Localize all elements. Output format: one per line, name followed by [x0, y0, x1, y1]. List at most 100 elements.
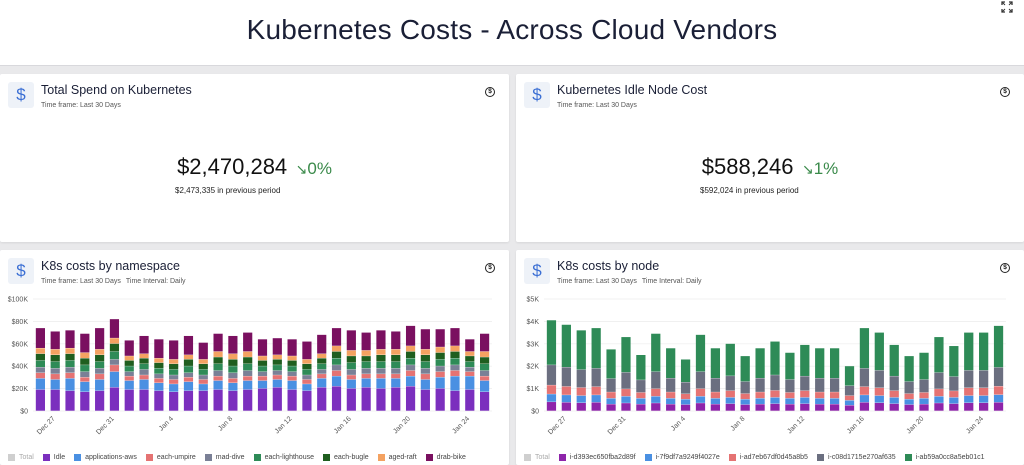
bar-segment-idle[interactable] — [183, 390, 194, 411]
bar-segment-applications-aws[interactable] — [154, 383, 164, 391]
bar-segment-each-lighthouse[interactable] — [465, 361, 475, 368]
bar-segment-aged-raft[interactable] — [50, 349, 60, 355]
bar-segment-i-d393ec650fba2d89f[interactable] — [740, 404, 750, 411]
bar-segment-mad-dive[interactable] — [391, 368, 401, 374]
bar-segment-applications-aws[interactable] — [228, 383, 238, 391]
legend-item-total[interactable]: Total — [8, 454, 34, 461]
bar-segment-mad-dive[interactable] — [169, 375, 179, 380]
bar-segment-drab-bike[interactable] — [95, 328, 105, 350]
bar-segment-i-ad7eb67df0d45a8b5[interactable] — [859, 386, 870, 395]
bar-segment-each-lighthouse[interactable] — [420, 361, 430, 369]
bar-segment-each-umpire[interactable] — [420, 374, 430, 380]
bar-segment-i-c08d1715e270af635[interactable] — [889, 376, 899, 391]
bar-segment-drab-bike[interactable] — [331, 328, 342, 346]
bar-segment-aged-raft[interactable] — [405, 346, 416, 352]
bar-segment-drab-bike[interactable] — [420, 329, 430, 350]
bar-segment-each-bugle[interactable] — [450, 351, 460, 359]
bar-segment-each-umpire[interactable] — [450, 370, 460, 376]
bar-segment-i-c08d1715e270af635[interactable] — [725, 376, 735, 391]
bar-segment-aged-raft[interactable] — [169, 359, 179, 364]
bar-segment-mad-dive[interactable] — [80, 371, 90, 378]
bar-segment-mad-dive[interactable] — [450, 365, 460, 371]
bar-segment-i-ab59a0cc8a5eb01c1[interactable] — [710, 348, 721, 378]
bar-segment-i-c08d1715e270af635[interactable] — [949, 376, 959, 391]
bar-segment-idle[interactable] — [302, 390, 312, 411]
bar-segment-i-c08d1715e270af635[interactable] — [785, 379, 795, 393]
bar-segment-each-umpire[interactable] — [257, 376, 268, 381]
bar-segment-each-umpire[interactable] — [480, 376, 490, 381]
bar-segment-i-c08d1715e270af635[interactable] — [621, 372, 631, 389]
bar-segment-each-bugle[interactable] — [198, 363, 208, 370]
bar-segment-each-bugle[interactable] — [124, 360, 134, 366]
bar-segment-idle[interactable] — [65, 390, 75, 411]
bar-segment-i-c08d1715e270af635[interactable] — [651, 371, 661, 389]
bar-segment-each-bugle[interactable] — [80, 358, 90, 365]
bar-segment-each-lighthouse[interactable] — [435, 359, 445, 366]
bar-segment-i-7f9df7a9249f4027e[interactable] — [576, 395, 586, 403]
legend-item-total[interactable]: Total — [524, 454, 550, 461]
bar-segment-applications-aws[interactable] — [50, 379, 60, 390]
bar-segment-applications-aws[interactable] — [109, 371, 120, 388]
bar-segment-i-7f9df7a9249f4027e[interactable] — [621, 396, 631, 403]
bar-segment-each-lighthouse[interactable] — [198, 369, 208, 375]
bar-segment-each-umpire[interactable] — [154, 378, 164, 383]
bar-segment-i-c08d1715e270af635[interactable] — [859, 368, 870, 387]
bar-segment-aged-raft[interactable] — [480, 351, 490, 357]
bar-segment-i-d393ec650fba2d89f[interactable] — [770, 403, 780, 411]
bar-segment-mad-dive[interactable] — [35, 367, 45, 373]
bar-segment-i-c08d1715e270af635[interactable] — [755, 378, 765, 392]
bar-segment-i-ad7eb67df0d45a8b5[interactable] — [993, 386, 1004, 395]
bar-segment-idle[interactable] — [109, 387, 120, 411]
bar-segment-aged-raft[interactable] — [257, 356, 268, 361]
bar-segment-i-ad7eb67df0d45a8b5[interactable] — [621, 389, 631, 397]
bar-segment-mad-dive[interactable] — [465, 367, 475, 372]
bar-segment-each-umpire[interactable] — [169, 379, 179, 384]
bar-segment-mad-dive[interactable] — [317, 369, 327, 374]
bar-segment-aged-raft[interactable] — [317, 353, 327, 359]
bar-segment-applications-aws[interactable] — [198, 384, 208, 391]
bar-segment-i-ad7eb67df0d45a8b5[interactable] — [874, 387, 884, 396]
bar-segment-i-d393ec650fba2d89f[interactable] — [934, 403, 944, 411]
bar-segment-applications-aws[interactable] — [391, 378, 401, 388]
bar-segment-aged-raft[interactable] — [228, 353, 238, 360]
bar-segment-each-bugle[interactable] — [243, 357, 253, 364]
bar-segment-i-7f9df7a9249f4027e[interactable] — [695, 396, 706, 403]
bar-segment-each-umpire[interactable] — [183, 377, 194, 382]
bar-segment-i-c08d1715e270af635[interactable] — [934, 372, 944, 389]
bar-segment-applications-aws[interactable] — [287, 380, 297, 390]
expand-icon[interactable] — [1000, 0, 1014, 14]
bar-segment-i-c08d1715e270af635[interactable] — [829, 378, 840, 392]
bar-segment-i-ad7eb67df0d45a8b5[interactable] — [934, 389, 944, 397]
bar-segment-applications-aws[interactable] — [465, 376, 475, 390]
bar-segment-i-ad7eb67df0d45a8b5[interactable] — [889, 390, 899, 398]
bar-segment-aged-raft[interactable] — [213, 351, 223, 357]
bar-segment-i-c08d1715e270af635[interactable] — [964, 370, 974, 388]
bar-segment-mad-dive[interactable] — [139, 369, 149, 375]
bar-segment-idle[interactable] — [272, 387, 282, 411]
bar-segment-idle[interactable] — [169, 391, 179, 411]
bar-segment-aged-raft[interactable] — [391, 349, 401, 355]
bar-segment-each-umpire[interactable] — [228, 378, 238, 383]
bar-segment-i-ab59a0cc8a5eb01c1[interactable] — [993, 325, 1004, 368]
bar-segment-i-d393ec650fba2d89f[interactable] — [844, 405, 855, 411]
bar-segment-i-ab59a0cc8a5eb01c1[interactable] — [785, 352, 795, 380]
bar-segment-each-lighthouse[interactable] — [257, 366, 268, 372]
bar-segment-drab-bike[interactable] — [450, 328, 460, 346]
bar-segment-drab-bike[interactable] — [80, 333, 90, 353]
bar-segment-i-c08d1715e270af635[interactable] — [800, 376, 810, 391]
bar-segment-each-bugle[interactable] — [420, 355, 430, 362]
bar-segment-i-d393ec650fba2d89f[interactable] — [859, 402, 870, 411]
bar-segment-each-umpire[interactable] — [50, 374, 60, 380]
bar-segment-aged-raft[interactable] — [139, 353, 149, 359]
bar-segment-each-bugle[interactable] — [50, 355, 60, 362]
bar-segment-i-7f9df7a9249f4027e[interactable] — [710, 398, 721, 404]
bar-segment-each-bugle[interactable] — [228, 359, 238, 366]
bar-segment-each-umpire[interactable] — [35, 372, 45, 379]
legend-item-mad-dive[interactable]: mad-dive — [204, 454, 245, 461]
bar-segment-i-d393ec650fba2d89f[interactable] — [874, 402, 884, 411]
legend-item-idle[interactable]: Idle — [42, 454, 65, 461]
bar-segment-drab-bike[interactable] — [376, 330, 386, 350]
bar-segment-each-lighthouse[interactable] — [124, 366, 134, 372]
bar-segment-i-c08d1715e270af635[interactable] — [666, 378, 676, 392]
bar-segment-i-ab59a0cc8a5eb01c1[interactable] — [904, 356, 914, 382]
